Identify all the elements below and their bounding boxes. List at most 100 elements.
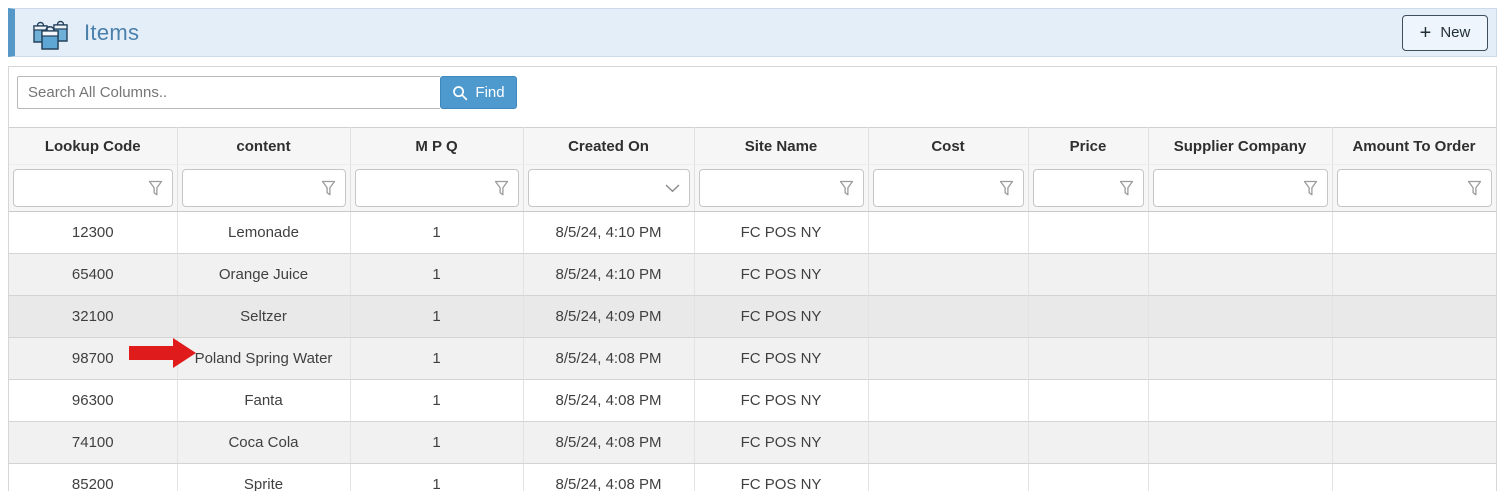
- funnel-icon[interactable]: [321, 180, 336, 197]
- table-cell: [1148, 253, 1333, 296]
- filter-cell-lookup-code: [9, 164, 178, 212]
- table-cell: Orange Juice: [177, 253, 351, 296]
- table-cell: [1028, 295, 1149, 338]
- table-cell: FC POS NY: [694, 379, 869, 422]
- table-cell: 8/5/24, 4:10 PM: [523, 253, 695, 296]
- table-cell: [1028, 337, 1149, 380]
- table-cell: [1148, 337, 1333, 380]
- table-cell: FC POS NY: [694, 463, 869, 491]
- filter-cell-cost: [868, 164, 1029, 212]
- funnel-icon[interactable]: [1119, 180, 1134, 197]
- table-cell: 1: [350, 253, 524, 296]
- table-cell: FC POS NY: [694, 295, 869, 338]
- filter-input-mpq[interactable]: [354, 169, 519, 207]
- table-cell: FC POS NY: [694, 211, 869, 254]
- column-header-amount-to-order[interactable]: Amount To Order: [1332, 127, 1496, 165]
- filter-cell-content: [177, 164, 351, 212]
- funnel-icon[interactable]: [999, 180, 1014, 197]
- table-cell: [1148, 379, 1333, 422]
- filter-input-content[interactable]: [181, 169, 346, 207]
- table-row[interactable]: 98700 Poland Spring Water 1 8/5/24, 4:08 PM…: [9, 337, 1496, 380]
- table-cell: [1148, 463, 1333, 491]
- table-cell: Poland Spring Water: [177, 337, 351, 380]
- new-button[interactable]: + New: [1402, 14, 1488, 51]
- filter-input-supplier-company[interactable]: [1152, 169, 1328, 207]
- table-cell: [1332, 421, 1496, 464]
- items-table: Lookup Code content M P Q Created On Site Na…: [9, 127, 1496, 491]
- table-row[interactable]: 65400 Orange Juice 1 8/5/24, 4:10 PM FC POS …: [9, 253, 1496, 296]
- table-cell: [868, 463, 1029, 491]
- filter-input-amount-to-order[interactable]: [1336, 169, 1492, 207]
- filter-input-created-on[interactable]: [527, 169, 690, 207]
- table-cell: 1: [350, 211, 524, 254]
- table-cell: [1332, 211, 1496, 254]
- search-toolbar: Find: [9, 67, 1496, 127]
- table-cell: 8/5/24, 4:08 PM: [523, 421, 695, 464]
- page-header: Items + New: [8, 8, 1497, 57]
- find-button-label: Find: [475, 84, 505, 101]
- funnel-icon[interactable]: [1303, 180, 1318, 197]
- funnel-icon[interactable]: [839, 180, 854, 197]
- table-row[interactable]: 12300 Lemonade 1 8/5/24, 4:10 PM FC POS NY: [9, 211, 1496, 254]
- table-cell: [1028, 211, 1149, 254]
- filter-input-lookup-code[interactable]: [13, 169, 173, 207]
- column-header-site-name[interactable]: Site Name: [694, 127, 869, 165]
- table-cell: Sprite: [177, 463, 351, 491]
- table-cell: 74100: [9, 421, 178, 464]
- filter-cell-site-name: [694, 164, 869, 212]
- table-cell: [868, 253, 1029, 296]
- table-cell: [1028, 463, 1149, 491]
- column-header-lookup-code[interactable]: Lookup Code: [9, 127, 178, 165]
- filter-cell-mpq: [350, 164, 524, 212]
- table-cell: FC POS NY: [694, 253, 869, 296]
- table-cell: [1028, 379, 1149, 422]
- filter-input-site-name[interactable]: [698, 169, 864, 207]
- table-cell: FC POS NY: [694, 421, 869, 464]
- table-cell: Seltzer: [177, 295, 351, 338]
- table-cell: 32100: [9, 295, 178, 338]
- filter-cell-supplier-company: [1148, 164, 1333, 212]
- funnel-icon[interactable]: [494, 180, 509, 197]
- column-header-price[interactable]: Price: [1028, 127, 1149, 165]
- table-row[interactable]: 32100 Seltzer 1 8/5/24, 4:09 PM FC POS NY: [9, 295, 1496, 338]
- table-cell: [868, 421, 1029, 464]
- table-cell: 85200: [9, 463, 178, 491]
- plus-icon: +: [1419, 21, 1432, 44]
- table-cell: FC POS NY: [694, 337, 869, 380]
- column-header-content[interactable]: content: [177, 127, 351, 165]
- table-cell: 8/5/24, 4:08 PM: [523, 379, 695, 422]
- table-cell: 1: [350, 421, 524, 464]
- column-header-cost[interactable]: Cost: [868, 127, 1029, 165]
- search-input[interactable]: [17, 76, 440, 109]
- table-cell: [1332, 337, 1496, 380]
- table-cell: [1332, 295, 1496, 338]
- table-cell: [868, 211, 1029, 254]
- filter-cell-amount-to-order: [1332, 164, 1496, 212]
- table-cell: Lemonade: [177, 211, 351, 254]
- table-row[interactable]: 85200 Sprite 1 8/5/24, 4:08 PM FC POS NY: [9, 463, 1496, 491]
- filter-input-cost[interactable]: [872, 169, 1024, 207]
- column-header-created-on[interactable]: Created On: [523, 127, 695, 165]
- table-cell: 8/5/24, 4:10 PM: [523, 211, 695, 254]
- chevron-down-icon[interactable]: [665, 183, 680, 193]
- table-cell: Coca Cola: [177, 421, 351, 464]
- table-cell: [868, 379, 1029, 422]
- column-header-mpq[interactable]: M P Q: [350, 127, 524, 165]
- column-header-supplier-company[interactable]: Supplier Company: [1148, 127, 1333, 165]
- table-cell: [1332, 253, 1496, 296]
- funnel-icon[interactable]: [148, 180, 163, 197]
- find-button[interactable]: Find: [440, 76, 517, 109]
- new-button-label: New: [1440, 24, 1471, 41]
- table-row[interactable]: 74100 Coca Cola 1 8/5/24, 4:08 PM FC POS NY: [9, 421, 1496, 464]
- filter-cell-price: [1028, 164, 1149, 212]
- table-row[interactable]: 96300 Fanta 1 8/5/24, 4:08 PM FC POS NY: [9, 379, 1496, 422]
- search-icon: [452, 85, 468, 101]
- table-cell: 8/5/24, 4:08 PM: [523, 463, 695, 491]
- funnel-icon[interactable]: [1467, 180, 1482, 197]
- table-cell: 98700: [9, 337, 178, 380]
- table-cell: 1: [350, 463, 524, 491]
- table-cell: 1: [350, 295, 524, 338]
- table-cell: [1332, 463, 1496, 491]
- filter-input-price[interactable]: [1032, 169, 1144, 207]
- table-cell: 1: [350, 337, 524, 380]
